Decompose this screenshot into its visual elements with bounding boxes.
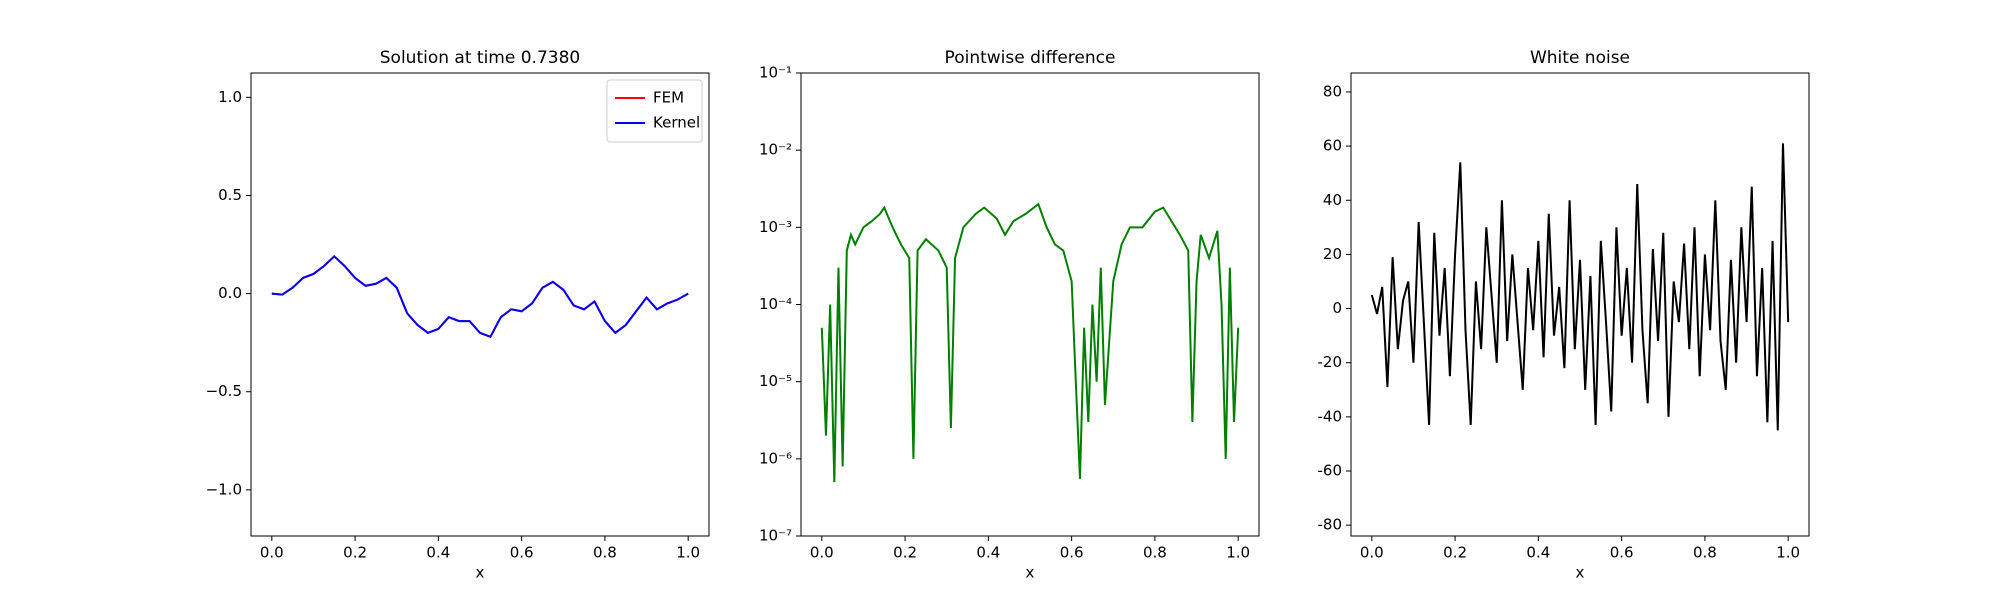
y-tick-label: −0.5 bbox=[206, 382, 242, 400]
x-tick-label: 0.8 bbox=[593, 544, 617, 562]
y-tick-label: 10⁻⁶ bbox=[759, 449, 792, 467]
axes-frame bbox=[1350, 72, 1810, 537]
panel: 0.0 0.2 0.4 0.6 0.8 1.0 −1.0 −0.5 0.0 0.5 1.0 Solut… bbox=[206, 48, 710, 582]
y-tick-label: 0.5 bbox=[218, 186, 242, 204]
y-tick-label: −1.0 bbox=[206, 480, 242, 498]
chart-title: White noise bbox=[1530, 48, 1630, 68]
x-tick-label: 0.6 bbox=[1060, 544, 1084, 562]
y-tick-label: -20 bbox=[1318, 353, 1343, 371]
x-tick-label: 1.0 bbox=[1776, 544, 1800, 562]
chart-title: Pointwise difference bbox=[945, 48, 1116, 68]
x-tick-label: 0.2 bbox=[1443, 544, 1467, 562]
x-tick-label: 0.0 bbox=[1360, 544, 1384, 562]
x-tick-label: 0.8 bbox=[1693, 544, 1717, 562]
panel: 0.0 0.2 0.4 0.6 0.8 1.0 -80 -60 -40 -20 0 20 40 60 80 W… bbox=[1318, 48, 1810, 582]
y-tick-label: 80 bbox=[1323, 82, 1342, 100]
y-tick-label: 0.0 bbox=[218, 284, 242, 302]
x-tick-label: 0.4 bbox=[976, 544, 1000, 562]
legend-box bbox=[606, 79, 703, 143]
x-axis-label: x bbox=[1026, 564, 1035, 582]
x-tick-label: 0.4 bbox=[426, 544, 450, 562]
y-tick-label: 1.0 bbox=[218, 88, 242, 106]
y-tick-label: 10⁻² bbox=[759, 141, 792, 159]
axes-frame bbox=[250, 72, 710, 537]
x-axis-label: x bbox=[476, 564, 485, 582]
line bbox=[271, 254, 689, 339]
y-tick-label: -60 bbox=[1318, 462, 1343, 480]
x-tick-label: 0.6 bbox=[1610, 544, 1634, 562]
y-tick-label: 60 bbox=[1323, 137, 1342, 155]
x-tick-label: 0.8 bbox=[1143, 544, 1167, 562]
x-tick-label: 1.0 bbox=[676, 544, 700, 562]
x-tick-label: 0.2 bbox=[343, 544, 367, 562]
y-tick-label: 10⁻³ bbox=[759, 218, 792, 236]
legend-label: FEM bbox=[653, 89, 684, 107]
axes-frame bbox=[800, 72, 1260, 537]
line bbox=[1370, 143, 1790, 431]
y-tick-label: 10⁻⁵ bbox=[759, 372, 792, 390]
y-tick-label: 20 bbox=[1323, 245, 1342, 263]
x-tick-label: 0.0 bbox=[810, 544, 834, 562]
x-tick-label: 0.0 bbox=[260, 544, 284, 562]
panel: 0.0 0.2 0.4 0.6 0.8 1.0 10⁻⁷ 10⁻⁶ 10⁻⁵ 10⁻⁴ 10⁻³ 10… bbox=[759, 48, 1260, 582]
y-tick-label: 0 bbox=[1332, 299, 1342, 317]
x-tick-label: 0.4 bbox=[1526, 544, 1550, 562]
line bbox=[820, 202, 1240, 483]
legend-label: Kernel bbox=[653, 114, 700, 132]
y-tick-label: -40 bbox=[1318, 407, 1343, 425]
y-tick-label: -80 bbox=[1318, 516, 1343, 534]
y-tick-label: 10⁻¹ bbox=[759, 64, 792, 82]
y-tick-label: 40 bbox=[1323, 191, 1342, 209]
x-axis-label: x bbox=[1576, 564, 1585, 582]
y-tick-label: 10⁻⁴ bbox=[759, 295, 792, 313]
x-tick-label: 0.6 bbox=[510, 544, 534, 562]
x-tick-label: 0.2 bbox=[893, 544, 917, 562]
x-tick-label: 1.0 bbox=[1226, 544, 1250, 562]
chart-title: Solution at time 0.7380 bbox=[380, 48, 580, 68]
y-tick-label: 10⁻⁷ bbox=[759, 527, 792, 545]
